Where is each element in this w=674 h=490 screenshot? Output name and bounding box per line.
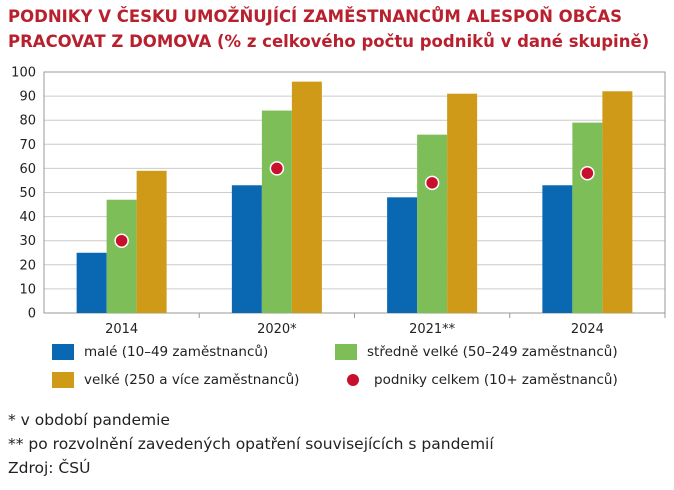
y-tick-label-20: 20: [19, 258, 36, 273]
bar-stredne-2: [417, 134, 448, 313]
y-tick-label-40: 40: [19, 210, 36, 225]
x-tick-label-3: 2024: [571, 322, 604, 337]
point-celkem-3: [580, 165, 595, 181]
chart-title: PODNIKY V ČESKU UMOŽŇUJÍCÍ ZAMĚSTNANCŮM …: [8, 4, 668, 54]
title-line-2-rest: (% z celkového počtu podniků v dané skup…: [211, 32, 650, 51]
y-tick-label-30: 30: [19, 234, 36, 249]
legend-dot-celkem: [347, 374, 359, 386]
bar-velke-1: [291, 81, 322, 313]
point-celkem-1: [269, 161, 285, 176]
point-celkem-0: [114, 233, 129, 248]
bar-male-1: [231, 185, 262, 313]
x-tick-label-1: 2020*: [257, 322, 297, 337]
bar-chart: 0 10 20 30 40 50 60 70 80 90 100 2014 2020* 2021** 202…: [11, 66, 666, 337]
bar-male-0: [76, 252, 107, 313]
legend-item-celkem: podniky celkem (10+ zaměstnanců): [342, 372, 618, 388]
y-tick-label-10: 10: [19, 282, 36, 297]
bar-velke-0: [136, 170, 167, 313]
title-line-2: PRACOVAT Z DOMOVA (% z celkového počtu p…: [8, 29, 668, 54]
bar-stredne-1: [261, 110, 292, 313]
legend-label-celkem: podniky celkem (10+ zaměstnanců): [374, 372, 618, 388]
bar-stredne-0: [106, 199, 137, 313]
legend-item-velke: velké (250 a více zaměstnanců): [52, 372, 299, 388]
legend-item-male: malé (10–49 zaměstnanců): [52, 344, 268, 360]
legend-swatch-velke: [52, 372, 74, 388]
x-tick-label-0: 2014: [105, 322, 138, 337]
y-tick-label-90: 90: [19, 90, 36, 105]
y-tick-label-50: 50: [19, 186, 36, 201]
footnotes: * v období pandemie ** po rozvolnění zav…: [8, 408, 494, 480]
legend-swatch-stredne: [335, 344, 357, 360]
legend-item-stredne: středně velké (50–249 zaměstnanců): [335, 344, 618, 360]
bar-velke-2: [447, 93, 478, 313]
footnote-pandemic: * v období pandemie: [8, 411, 170, 429]
legend-label-velke: velké (250 a více zaměstnanců): [84, 372, 300, 388]
bar-velke-3: [602, 91, 633, 313]
legend-swatch-male: [52, 344, 74, 360]
y-tick-label-80: 80: [19, 114, 36, 129]
source-note: Zdroj: ČSÚ: [8, 459, 91, 477]
bar-stredne-3: [572, 122, 603, 313]
footnote-post-pandemic: ** po rozvolnění zavedených opatření sou…: [8, 435, 494, 453]
title-line-1: PODNIKY V ČESKU UMOŽŇUJÍCÍ ZAMĚSTNANCŮM …: [8, 7, 623, 26]
y-tick-label-0: 0: [28, 307, 36, 322]
legend-label-stredne: středně velké (50–249 zaměstnanců): [367, 344, 618, 360]
title-line-2-bold: PRACOVAT Z DOMOVA: [8, 32, 212, 51]
legend-label-male: malé (10–49 zaměstnanců): [84, 344, 269, 360]
x-tick-label-2: 2021**: [409, 322, 456, 337]
y-tick-label-100: 100: [11, 66, 36, 81]
bar-male-2: [387, 197, 418, 313]
point-celkem-2: [424, 175, 440, 191]
y-tick-label-70: 70: [19, 138, 36, 153]
bar-male-3: [542, 185, 573, 313]
y-tick-label-60: 60: [19, 162, 36, 177]
